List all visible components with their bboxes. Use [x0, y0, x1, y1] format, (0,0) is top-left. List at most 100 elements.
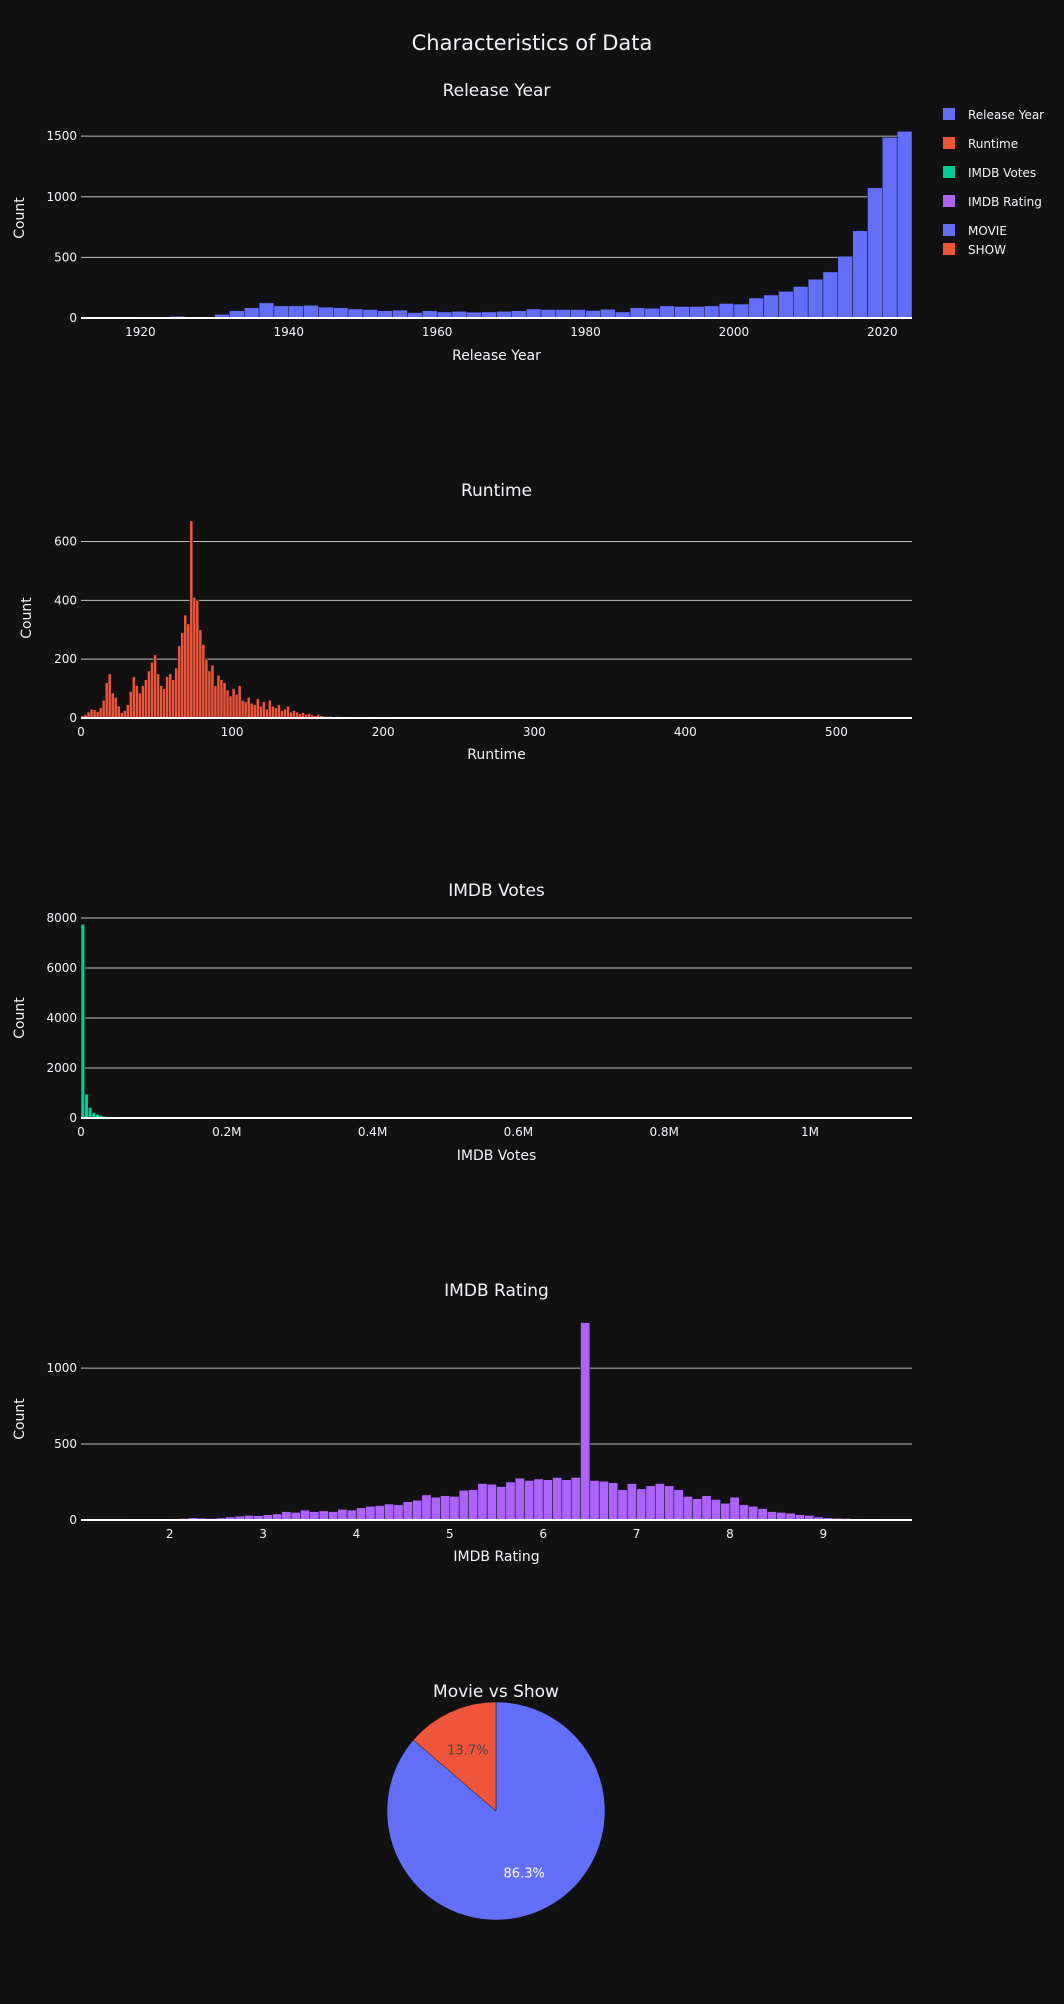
histogram-bar — [704, 306, 719, 318]
histogram-bar — [88, 1108, 92, 1119]
histogram-bar — [90, 709, 93, 718]
histogram-bar — [223, 683, 226, 718]
histogram-bar — [675, 306, 690, 318]
y-tick-label: 4000 — [46, 1011, 77, 1025]
histogram-bar — [280, 711, 283, 718]
x-tick-label: 7 — [633, 1527, 641, 1541]
histogram-bar — [199, 630, 202, 718]
y-tick-label: 1000 — [46, 1361, 77, 1375]
x-tick-label: 0 — [77, 725, 85, 739]
x-tick-label: 4 — [353, 1527, 361, 1541]
histogram-bar — [422, 311, 437, 318]
subplot-title: IMDB Votes — [448, 881, 545, 901]
histogram-bar — [838, 256, 853, 318]
histogram-bar — [571, 1477, 580, 1520]
histogram-bar — [262, 702, 265, 718]
histogram-bar — [665, 1486, 674, 1520]
histogram-bar — [93, 710, 96, 718]
histogram-bar — [126, 705, 129, 718]
y-tick-label: 500 — [54, 250, 77, 264]
histogram-bar — [356, 1508, 365, 1520]
histogram-bar — [151, 662, 154, 718]
histogram-bar — [347, 1510, 356, 1520]
histogram-bar — [238, 686, 241, 718]
histogram-bar — [534, 1479, 543, 1520]
y-tick-label: 6000 — [46, 961, 77, 975]
histogram-bar — [318, 307, 333, 318]
histogram-bar — [600, 309, 615, 318]
x-tick-label: 300 — [523, 725, 546, 739]
y-axis-label: Count — [12, 1398, 28, 1440]
x-tick-label: 1940 — [273, 325, 304, 339]
histogram-bar — [541, 310, 556, 318]
y-axis-label: Count — [19, 597, 35, 639]
y-axis-label: Count — [12, 997, 28, 1039]
x-tick-label: 1920 — [125, 325, 156, 339]
histogram-bar — [487, 1484, 496, 1520]
histogram-bar — [310, 1512, 319, 1520]
histogram-bar — [693, 1499, 702, 1520]
histogram-bar — [202, 644, 205, 718]
histogram-bar — [184, 615, 187, 718]
histogram-bar — [689, 306, 704, 318]
histogram-bar — [226, 690, 229, 718]
histogram-bar — [181, 633, 184, 718]
histogram-bar — [618, 1490, 627, 1520]
y-tick-label: 8000 — [46, 911, 77, 925]
x-tick-label: 0.2M — [212, 1125, 241, 1139]
histogram-bar — [586, 310, 601, 318]
histogram-bar — [764, 295, 779, 318]
x-tick-label: 6 — [539, 1527, 547, 1541]
x-tick-label: 0.8M — [649, 1125, 678, 1139]
histogram-bar — [599, 1481, 608, 1520]
histogram-bar — [286, 706, 289, 718]
histogram-bar — [749, 298, 764, 318]
histogram-bar — [363, 310, 378, 318]
legend-swatch-1 — [943, 137, 955, 149]
histogram-bar — [581, 1323, 590, 1520]
histogram-bar — [808, 279, 823, 318]
histogram-bar — [450, 1496, 459, 1520]
histogram-bar — [274, 708, 277, 718]
histogram-bar — [141, 686, 144, 718]
pie-slice-label: 13.7% — [447, 1744, 488, 1759]
x-tick-label: 2 — [166, 1527, 174, 1541]
x-tick-label: 3 — [259, 1527, 267, 1541]
histogram-bar — [81, 924, 85, 1118]
histogram-bar — [674, 1490, 683, 1520]
histogram-bar — [378, 311, 393, 318]
histogram-bar — [205, 659, 208, 718]
legend-swatch-0 — [943, 108, 955, 120]
histogram-bar — [348, 309, 363, 318]
histogram-bar — [300, 1510, 309, 1520]
x-axis-label: Runtime — [467, 747, 525, 763]
histogram-bar — [394, 1505, 403, 1520]
histogram-bar — [99, 708, 102, 718]
subplot-title: Release Year — [443, 81, 551, 101]
x-tick-label: 100 — [221, 725, 244, 739]
legend-swatch-4 — [943, 224, 955, 236]
histogram-bar — [114, 697, 117, 718]
histogram-bar — [422, 1495, 431, 1520]
histogram-bar — [102, 700, 105, 718]
histogram-bar — [478, 1484, 487, 1520]
histogram-bar — [289, 306, 304, 318]
x-tick-label: 8 — [726, 1527, 734, 1541]
histogram-bar — [719, 303, 734, 318]
histogram-bar — [683, 1496, 692, 1520]
histogram-bar — [853, 231, 868, 318]
histogram-bar — [196, 600, 199, 718]
histogram-bar — [645, 308, 660, 318]
histogram-bar — [235, 694, 238, 718]
histogram-bar — [338, 1509, 347, 1520]
histogram-bar — [571, 310, 586, 318]
x-tick-label: 1M — [801, 1125, 819, 1139]
histogram-bar — [253, 705, 256, 718]
histogram-bar — [497, 1487, 506, 1520]
histogram-bar — [259, 303, 274, 318]
histogram-bar — [111, 693, 114, 718]
histogram-bar — [543, 1480, 552, 1520]
histogram-bar — [250, 703, 253, 718]
histogram-bar — [187, 624, 190, 718]
